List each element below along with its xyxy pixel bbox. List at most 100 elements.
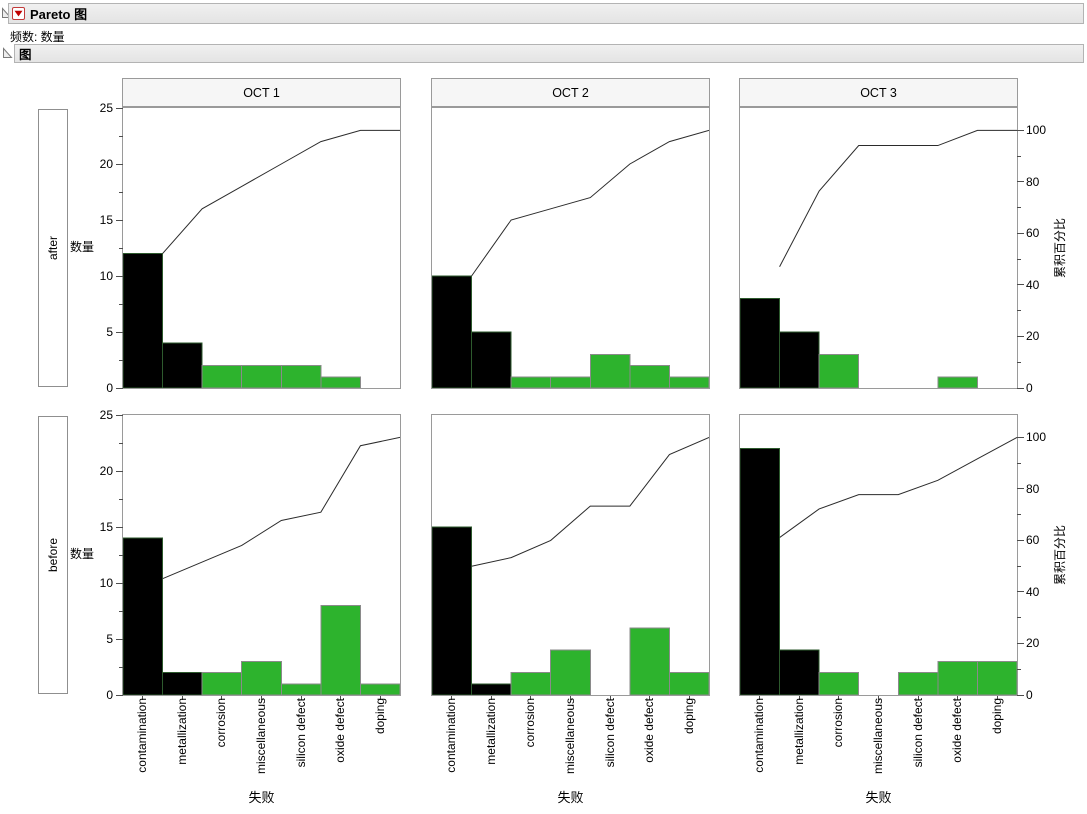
percent-axis-major-tick [1017, 488, 1024, 490]
plot-area [123, 129, 400, 388]
y-axis-major-tick [116, 470, 123, 472]
percent-axis-tick-label: 0 [1026, 381, 1033, 395]
x-axis-tick [451, 696, 453, 700]
bar-corrosion[interactable] [818, 672, 860, 695]
bar-silicon-defect[interactable] [280, 365, 322, 388]
percent-axis-major-tick [1017, 181, 1024, 183]
bar-contamination[interactable] [123, 537, 164, 695]
section-title-bar[interactable]: 图 [14, 44, 1084, 63]
bar-contamination[interactable] [740, 448, 781, 695]
percent-axis-tick-label: 0 [1026, 688, 1033, 702]
row-group-label-after: after [38, 109, 68, 387]
x-axis-category-label-metallization: metallization [483, 698, 498, 765]
x-axis-tick [181, 696, 183, 700]
bar-doping[interactable] [976, 660, 1017, 695]
pareto-plot-after-oct3[interactable] [739, 107, 1018, 389]
bar-metallization[interactable] [779, 649, 820, 695]
bar-metallization[interactable] [471, 683, 512, 695]
x-axis-category-label-doping: doping [989, 698, 1004, 735]
y-axis-minor-tick [119, 498, 123, 500]
bar-metallization[interactable] [162, 672, 203, 695]
disclosure-triangle-icon[interactable] [2, 47, 13, 59]
bar-corrosion[interactable] [510, 376, 552, 388]
y-axis-major-tick [116, 526, 123, 528]
x-axis-category-label-oxide-defect: oxide defect [333, 698, 348, 763]
bar-metallization[interactable] [471, 331, 512, 388]
bar-oxide-defect[interactable] [937, 376, 978, 388]
red-triangle-menu-button[interactable] [12, 7, 25, 20]
x-axis-category-label-contamination: contamination [444, 698, 459, 773]
bar-oxide-defect[interactable] [629, 365, 670, 388]
percent-axis-tick-label: 40 [1026, 277, 1040, 292]
y-axis-tick-label: 5 [106, 632, 113, 646]
pareto-plot-before-oct1[interactable] [122, 414, 401, 696]
y-axis-tick-label: 10 [99, 576, 113, 590]
x-axis-tick [570, 696, 571, 700]
bar-contamination[interactable] [432, 526, 473, 695]
bar-miscellaneous[interactable] [241, 365, 282, 388]
bar-miscellaneous[interactable] [550, 376, 591, 388]
x-axis-title: 失败 [557, 790, 584, 805]
percent-axis-tick-label: 100 [1026, 430, 1047, 445]
x-axis-category-label-corrosion: corrosion [214, 698, 229, 748]
y-axis-minor-tick [119, 247, 123, 249]
bar-miscellaneous[interactable] [550, 649, 591, 695]
percent-axis-tick-label: 80 [1026, 481, 1040, 496]
percent-axis-minor-tick [1017, 617, 1021, 619]
bar-doping[interactable] [668, 672, 709, 695]
x-axis-category-label-miscellaneous: miscellaneous [254, 698, 268, 775]
bar-silicon-defect[interactable] [897, 672, 939, 695]
bar-oxide-defect[interactable] [629, 627, 670, 695]
bar-metallization[interactable] [779, 331, 820, 388]
x-axis-tick [996, 696, 998, 700]
x-axis-category-label-doping: doping [681, 698, 696, 735]
x-axis-tick [688, 696, 690, 700]
column-group-header-3: OCT 3 [739, 78, 1018, 107]
bar-corrosion[interactable] [510, 672, 552, 695]
y-axis-major-tick [116, 582, 123, 584]
y-axis-label-count: 数量 [69, 547, 94, 561]
row-group-label-text: after [45, 235, 60, 261]
pareto-plot-before-oct3[interactable] [739, 414, 1018, 696]
bar-contamination[interactable] [123, 253, 164, 388]
percent-axis-major-tick [1017, 284, 1024, 286]
bar-doping[interactable] [359, 683, 400, 695]
x-axis-tick [379, 696, 381, 700]
bar-silicon-defect[interactable] [589, 353, 631, 388]
y-axis-label-cumulative-percent: 累积百分比 [1053, 218, 1067, 279]
bar-corrosion[interactable] [201, 365, 243, 388]
x-axis-category-label-miscellaneous: miscellaneous [871, 698, 885, 775]
bar-corrosion[interactable] [201, 672, 243, 695]
pareto-plot-after-oct1[interactable] [122, 107, 401, 389]
x-axis-tick [261, 696, 262, 700]
percent-axis-minor-tick [1017, 514, 1021, 516]
bar-silicon-defect[interactable] [280, 683, 322, 695]
plot-area [432, 129, 709, 388]
report-title-bar[interactable]: Pareto 图 [8, 3, 1084, 24]
bar-metallization[interactable] [162, 342, 203, 388]
bar-oxide-defect[interactable] [320, 376, 361, 388]
percent-axis-minor-tick [1017, 462, 1021, 464]
percent-axis-minor-tick [1017, 565, 1021, 567]
x-axis-category-label-silicon-defect: silicon defect [293, 698, 308, 768]
bar-oxide-defect[interactable] [937, 660, 978, 695]
percent-axis-major-tick [1017, 539, 1024, 541]
bar-corrosion[interactable] [818, 353, 860, 388]
bar-contamination[interactable] [432, 275, 473, 388]
bar-contamination[interactable] [740, 297, 781, 388]
pareto-plot-after-oct2[interactable] [431, 107, 710, 389]
percent-axis-minor-tick [1017, 310, 1021, 312]
y-axis-tick-label: 25 [99, 101, 113, 115]
x-axis-tick [838, 696, 840, 700]
pareto-plot-before-oct2[interactable] [431, 414, 710, 696]
x-axis-tick [917, 696, 919, 700]
bar-doping[interactable] [668, 376, 709, 388]
y-axis-minor-tick [119, 442, 123, 444]
percent-axis-major-tick [1017, 232, 1024, 234]
percent-axis-minor-tick [1017, 361, 1021, 363]
y-axis-tick-label: 15 [99, 213, 113, 227]
cumulative-percent-line [779, 436, 1017, 538]
bar-oxide-defect[interactable] [320, 604, 361, 695]
bar-miscellaneous[interactable] [241, 660, 282, 695]
